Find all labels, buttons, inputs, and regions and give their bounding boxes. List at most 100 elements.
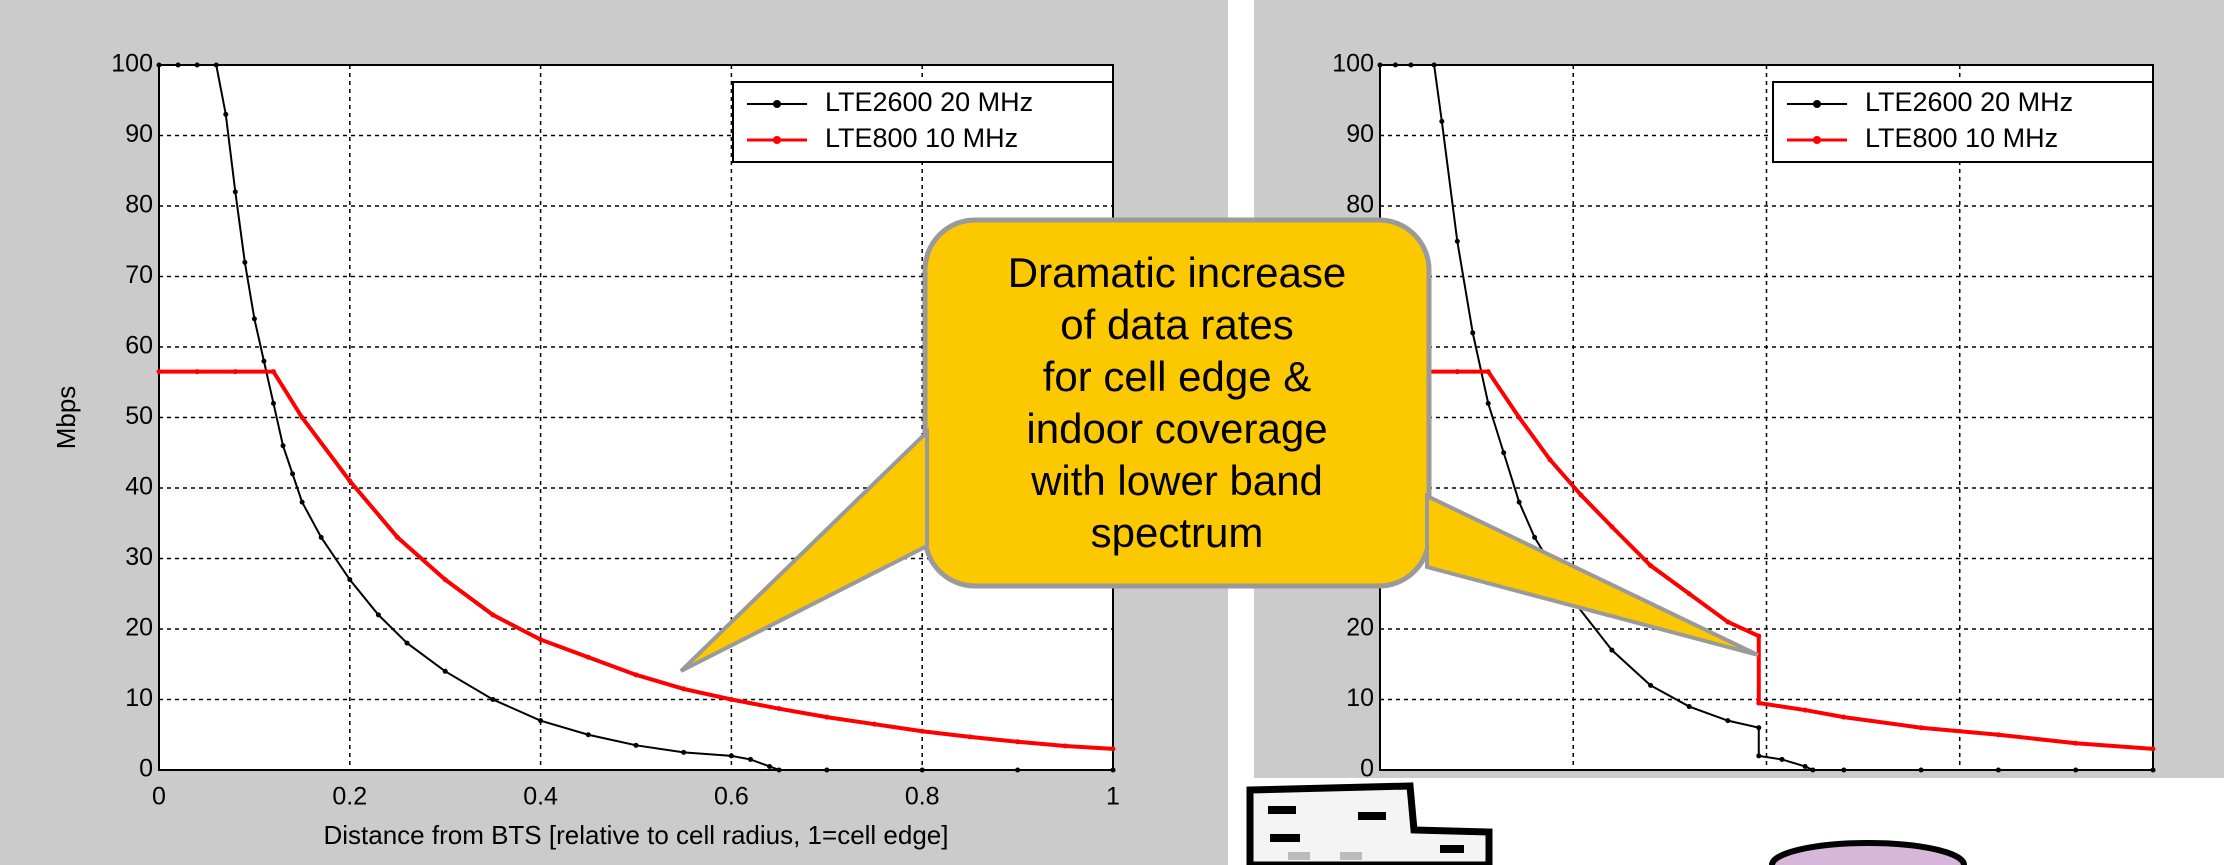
legend-marker bbox=[1813, 100, 1821, 108]
legend-box bbox=[1772, 81, 2154, 163]
data-point bbox=[1431, 62, 1437, 68]
data-point bbox=[1756, 753, 1762, 759]
x-tick-label: 0.8 bbox=[905, 783, 940, 811]
y-tick-label: 80 bbox=[1346, 191, 1374, 219]
data-point bbox=[1841, 767, 1847, 773]
data-point bbox=[270, 400, 276, 406]
data-point bbox=[1779, 756, 1785, 762]
data-point bbox=[1918, 767, 1924, 773]
data-point bbox=[1516, 415, 1522, 420]
y-tick-label: 100 bbox=[1332, 50, 1374, 78]
data-point bbox=[1015, 739, 1021, 745]
data-point bbox=[261, 358, 267, 364]
line-series bbox=[1380, 64, 2153, 771]
data-point bbox=[1609, 524, 1615, 530]
data-point bbox=[919, 728, 925, 734]
y-tick-label: 20 bbox=[125, 614, 153, 642]
data-point bbox=[1810, 767, 1816, 773]
data-point bbox=[194, 369, 200, 375]
y-tick-label: 0 bbox=[139, 755, 153, 783]
data-point bbox=[347, 478, 353, 484]
data-point bbox=[747, 756, 753, 762]
data-point bbox=[2150, 746, 2156, 752]
y-tick-label: 40 bbox=[125, 473, 153, 501]
callout-text: indoor coverage bbox=[1026, 405, 1327, 452]
data-point bbox=[299, 415, 305, 420]
legend-marker bbox=[773, 136, 781, 144]
data-point bbox=[776, 706, 782, 712]
legend-label: LTE2600 20 MHz bbox=[825, 87, 1033, 117]
data-point bbox=[1578, 492, 1584, 498]
data-point bbox=[1756, 700, 1762, 706]
x-tick-label: 0.4 bbox=[523, 783, 558, 811]
y-tick-label: 20 bbox=[1346, 614, 1374, 642]
data-point bbox=[919, 767, 925, 773]
data-point bbox=[1015, 767, 1021, 773]
data-point bbox=[232, 369, 238, 375]
legend-marker bbox=[773, 100, 781, 108]
data-point bbox=[2150, 767, 2156, 773]
data-point bbox=[1756, 633, 1762, 639]
data-point bbox=[1725, 718, 1731, 724]
callout-pointer bbox=[1425, 492, 1759, 657]
y-tick-label: 60 bbox=[125, 332, 153, 360]
x-axis-label: Distance from BTS [relative to cell radi… bbox=[323, 820, 948, 850]
data-point bbox=[347, 577, 353, 583]
data-point bbox=[1995, 767, 2001, 773]
data-point bbox=[318, 534, 324, 540]
y-axis-label: Mbps bbox=[51, 386, 81, 450]
data-point bbox=[1686, 704, 1692, 710]
data-point bbox=[633, 742, 639, 748]
callout-text: of data rates bbox=[1060, 301, 1293, 348]
data-point bbox=[251, 316, 257, 322]
data-point bbox=[194, 62, 200, 68]
data-point bbox=[824, 714, 830, 720]
y-tick-label: 10 bbox=[125, 684, 153, 712]
x-tick-label: 0.2 bbox=[332, 783, 367, 811]
data-point bbox=[490, 697, 496, 702]
data-point bbox=[1547, 457, 1553, 463]
legend-box bbox=[732, 81, 1114, 163]
callout-pointer bbox=[679, 427, 929, 673]
data-point bbox=[824, 767, 830, 773]
callout-text: for cell edge & bbox=[1043, 353, 1312, 400]
data-point bbox=[242, 259, 248, 265]
data-point bbox=[223, 111, 229, 117]
x-tick-label: 0 bbox=[152, 783, 166, 811]
data-point bbox=[681, 686, 687, 692]
data-point bbox=[1918, 725, 1924, 731]
data-point bbox=[1648, 682, 1654, 688]
data-point bbox=[728, 753, 734, 759]
legend-label: LTE800 10 MHz bbox=[825, 123, 1018, 153]
legend-marker bbox=[1813, 136, 1821, 144]
data-point bbox=[1686, 591, 1692, 597]
legend-label: LTE800 10 MHz bbox=[1865, 123, 2058, 153]
data-point bbox=[1995, 732, 2001, 738]
data-point bbox=[1454, 238, 1460, 244]
data-point bbox=[156, 62, 162, 68]
y-tick-label: 90 bbox=[1346, 120, 1374, 148]
data-point bbox=[1802, 763, 1808, 769]
data-point bbox=[375, 612, 381, 618]
data-point bbox=[2073, 740, 2079, 746]
data-point bbox=[1110, 767, 1116, 773]
y-tick-label: 10 bbox=[1346, 684, 1374, 712]
data-point bbox=[538, 637, 544, 643]
data-point bbox=[280, 443, 286, 449]
data-point bbox=[1062, 743, 1068, 749]
data-point bbox=[213, 62, 219, 68]
data-point bbox=[1802, 707, 1808, 713]
data-point bbox=[1648, 563, 1654, 569]
data-point bbox=[490, 612, 496, 618]
data-point bbox=[1470, 330, 1476, 336]
data-point bbox=[728, 697, 734, 702]
callout-text: spectrum bbox=[1091, 509, 1264, 556]
data-point bbox=[1485, 369, 1491, 375]
data-point bbox=[1485, 400, 1491, 406]
data-point bbox=[1609, 647, 1615, 653]
chart: 0102030405060708090100LTE2600 20 MHzLTE8… bbox=[1332, 50, 2156, 783]
data-point bbox=[681, 749, 687, 755]
data-point bbox=[967, 734, 973, 740]
data-point bbox=[232, 189, 238, 195]
